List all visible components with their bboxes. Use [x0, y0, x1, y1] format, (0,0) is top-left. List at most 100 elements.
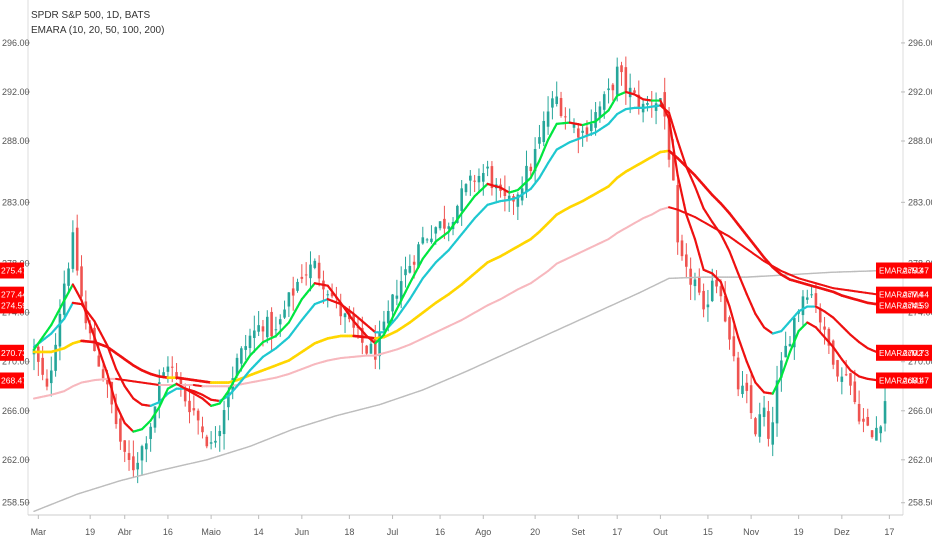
- candle-body: [612, 85, 615, 91]
- candle-body: [279, 319, 282, 324]
- candle-body: [383, 322, 386, 331]
- y-tick-label-left: 292.00: [2, 87, 30, 97]
- candle-body: [365, 346, 368, 354]
- candle-body: [270, 312, 273, 336]
- candle-body: [80, 266, 83, 296]
- candle-body: [193, 408, 196, 410]
- candle-body: [871, 430, 874, 437]
- candle-body: [823, 327, 826, 330]
- candle-body: [409, 266, 412, 273]
- candle-body: [698, 277, 701, 293]
- candle-body: [560, 98, 563, 116]
- candle-body: [603, 94, 606, 110]
- x-tick-label: 18: [344, 527, 354, 537]
- candle-body: [771, 422, 774, 444]
- candle-body: [54, 345, 57, 371]
- y-tick-label-left: 266.00: [2, 406, 30, 416]
- candle-body: [625, 67, 628, 91]
- candle-body: [123, 440, 126, 452]
- candle-body: [789, 344, 792, 346]
- y-tick-label-left: 258.50: [2, 498, 30, 508]
- candle-body: [715, 280, 718, 287]
- candle-body: [201, 426, 204, 432]
- candle-body: [849, 373, 852, 385]
- candle-body: [378, 332, 381, 356]
- candle-body: [344, 313, 347, 317]
- candle-body: [607, 88, 610, 90]
- candle-body: [426, 239, 429, 240]
- x-tick-label: 14: [254, 527, 264, 537]
- series-label-value: 270.73: [903, 348, 929, 358]
- candle-body: [119, 418, 122, 441]
- candle-body: [434, 227, 437, 233]
- candle-body: [439, 221, 442, 228]
- series-label-left-value: 270.73: [1, 348, 27, 358]
- legend: SPDR S&P 500, 1D, BATS EMARA (10, 20, 50…: [31, 8, 164, 38]
- x-tick-label: 16: [163, 527, 173, 537]
- x-tick-label: Mar: [31, 527, 47, 537]
- x-tick-label: 17: [612, 527, 622, 537]
- series-label-left-value: 268.47: [1, 375, 27, 385]
- candle-body: [132, 456, 135, 470]
- x-tick-label: Nov: [743, 527, 760, 537]
- candle-body: [102, 369, 105, 378]
- candle-body: [305, 274, 308, 275]
- candle-body: [396, 296, 399, 299]
- candle-body: [387, 311, 390, 323]
- candle-body: [301, 277, 304, 279]
- x-tick-label: 19: [85, 527, 95, 537]
- candle-body: [206, 437, 209, 447]
- candle-body: [646, 103, 649, 105]
- candle-body: [486, 167, 489, 169]
- candle-body: [702, 291, 705, 309]
- candle-body: [854, 381, 857, 402]
- candle-body: [577, 128, 580, 137]
- candle-body: [149, 427, 152, 439]
- candle-body: [482, 173, 485, 182]
- x-tick-label: Dez: [834, 527, 851, 537]
- candle-body: [694, 280, 697, 287]
- candle-body: [711, 281, 714, 301]
- candle-body: [167, 367, 170, 372]
- candle-body: [616, 67, 619, 95]
- candle-body: [845, 374, 848, 375]
- x-tick-label: 20: [530, 527, 540, 537]
- candle-body: [257, 325, 260, 332]
- y-tick-label-right: 266.00: [908, 406, 932, 416]
- candle-body: [469, 176, 472, 181]
- candle-body: [171, 367, 174, 368]
- x-tick-label: 16: [435, 527, 445, 537]
- x-tick-label: Maio: [201, 527, 221, 537]
- candle-body: [430, 239, 433, 242]
- x-tick-label: 15: [703, 527, 713, 537]
- candle-body: [879, 426, 882, 433]
- candle-body: [681, 240, 684, 256]
- candle-body: [460, 188, 463, 211]
- candle-body: [128, 453, 131, 460]
- candle-body: [314, 261, 317, 268]
- candle-body: [210, 442, 213, 443]
- candle-body: [50, 371, 53, 384]
- candle-body: [866, 417, 869, 426]
- candle-body: [288, 292, 291, 306]
- candle-body: [530, 167, 533, 171]
- candle-body: [275, 329, 278, 330]
- candle-body: [443, 219, 446, 229]
- candle-body: [76, 228, 79, 271]
- x-tick-label: Abr: [118, 527, 132, 537]
- candle-body: [67, 268, 70, 285]
- chart-subtitle: EMARA (10, 20, 50, 100, 200): [31, 23, 164, 38]
- candle-body: [262, 326, 265, 331]
- candle-body: [197, 411, 200, 421]
- candle-body: [525, 166, 528, 192]
- candle-body: [590, 124, 593, 131]
- candle-body: [218, 431, 221, 436]
- x-tick-label: 17: [884, 527, 894, 537]
- candle-body: [685, 254, 688, 266]
- y-tick-label-left: 262.00: [2, 455, 30, 465]
- candle-body: [763, 408, 766, 417]
- x-tick-label: Out: [653, 527, 668, 537]
- candle-body: [620, 65, 623, 72]
